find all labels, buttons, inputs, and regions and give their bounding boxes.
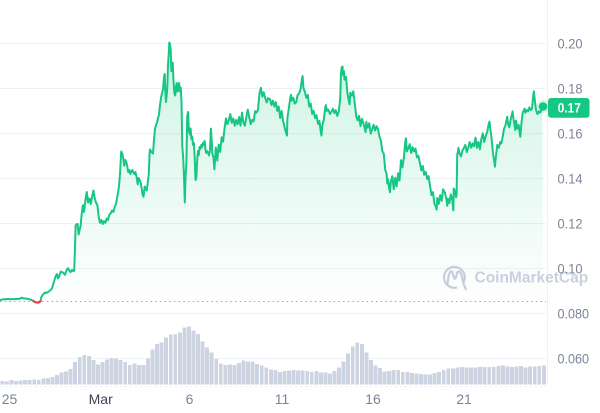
svg-text:Mar: Mar <box>89 391 113 407</box>
svg-text:6: 6 <box>186 391 194 407</box>
svg-text:21: 21 <box>456 391 472 407</box>
svg-text:16: 16 <box>365 391 381 407</box>
svg-text:0.12: 0.12 <box>558 215 583 231</box>
svg-text:0.060: 0.060 <box>558 350 590 366</box>
svg-text:25: 25 <box>2 391 18 407</box>
svg-text:0.18: 0.18 <box>558 80 583 96</box>
svg-text:0.14: 0.14 <box>558 170 583 186</box>
svg-text:0.17: 0.17 <box>558 101 581 116</box>
svg-text:0.16: 0.16 <box>558 125 583 141</box>
svg-text:CoinMarketCap: CoinMarketCap <box>475 270 589 287</box>
svg-text:0.20: 0.20 <box>558 35 583 51</box>
svg-text:11: 11 <box>275 391 290 407</box>
svg-text:0.080: 0.080 <box>558 305 590 321</box>
svg-text:0.10: 0.10 <box>558 260 583 276</box>
